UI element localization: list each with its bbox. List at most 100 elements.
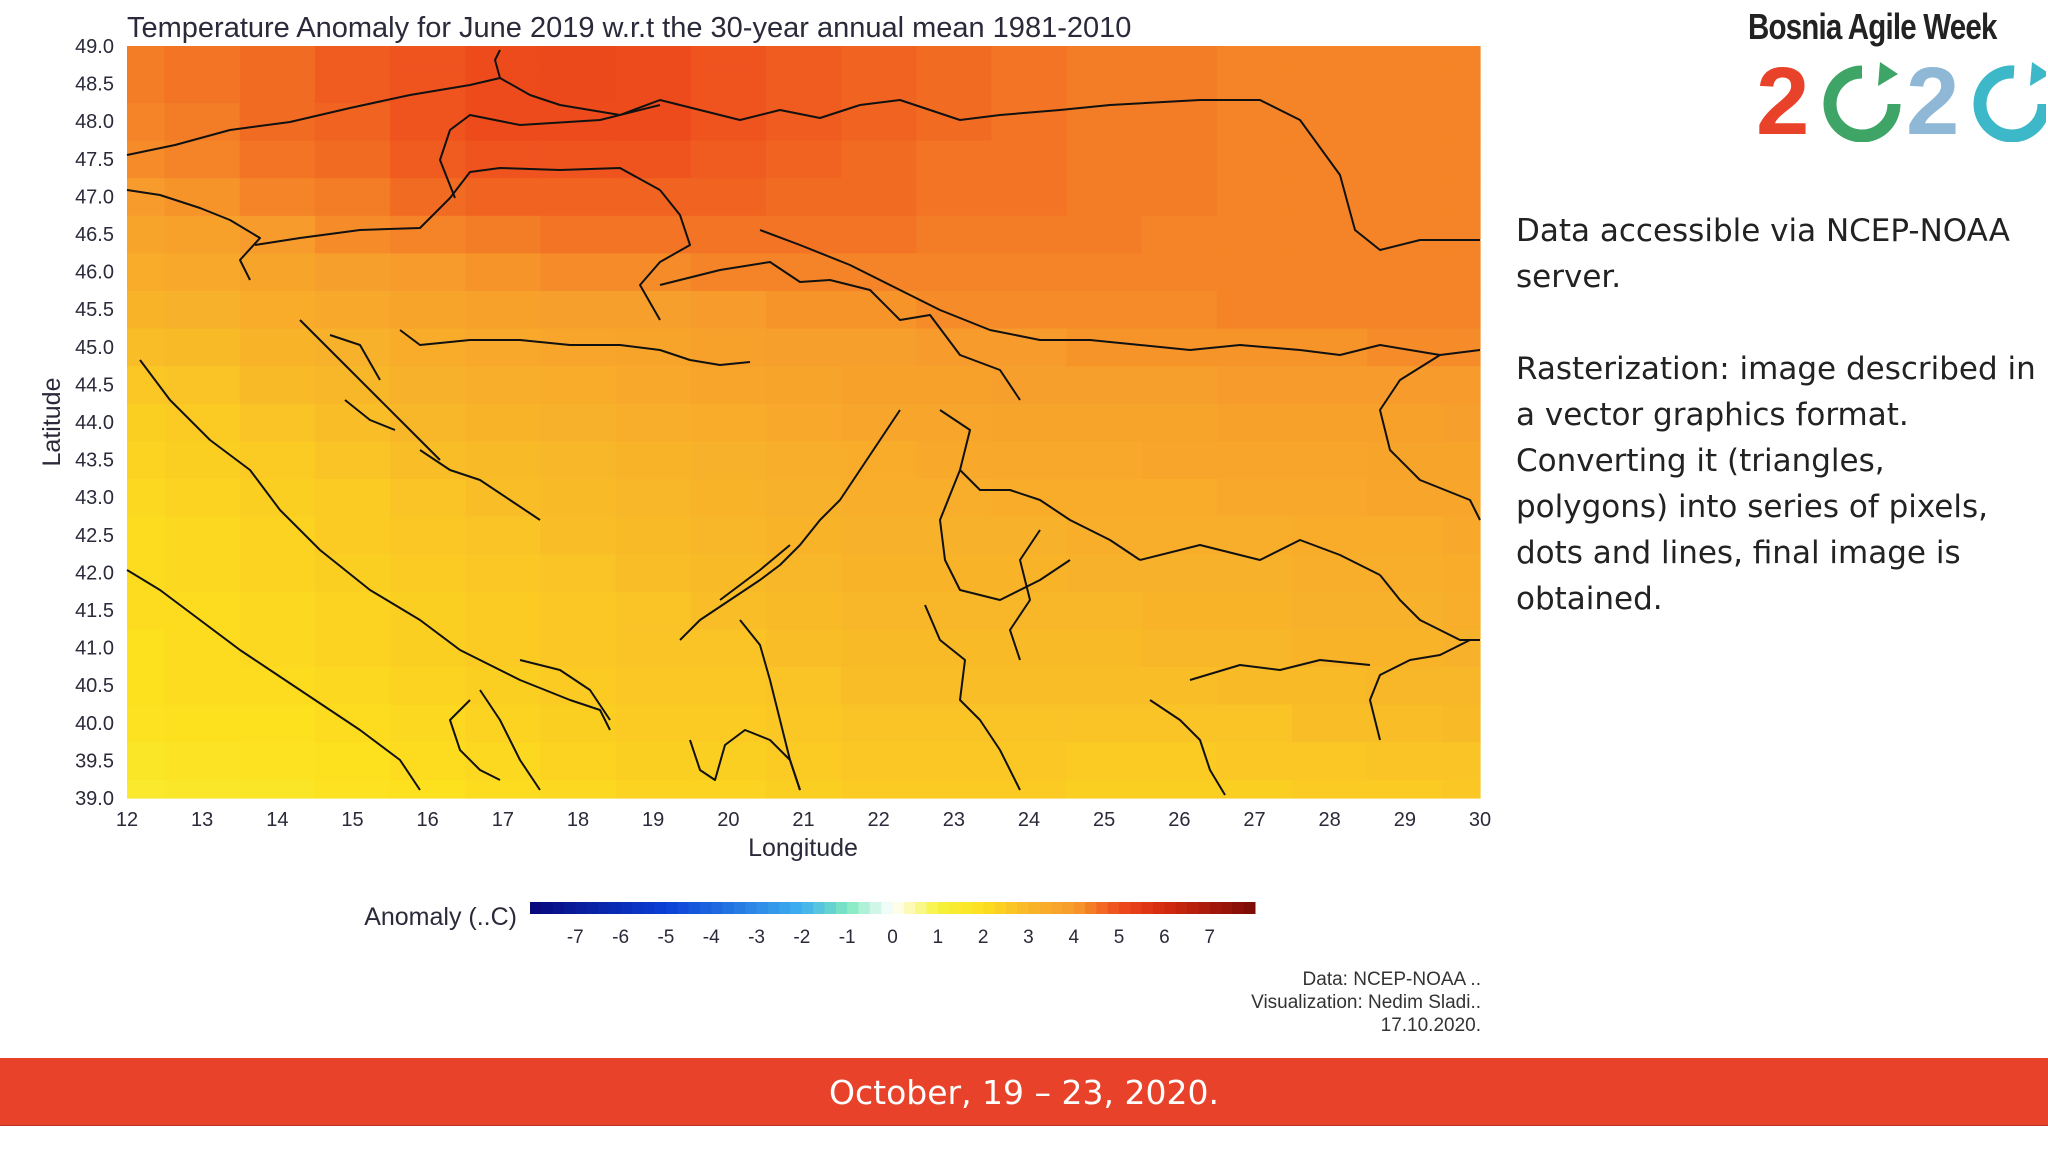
heat-cell	[1216, 252, 1293, 291]
heat-cell	[1216, 628, 1293, 667]
colorbar-tick-label: 2	[978, 927, 989, 948]
colorbar-segment	[1130, 902, 1143, 914]
colorbar-tick-label: -6	[612, 927, 629, 948]
heat-cell	[1141, 215, 1218, 254]
x-tick-label: 17	[492, 809, 514, 831]
heat-cell	[765, 403, 842, 442]
heat-cell	[239, 666, 316, 705]
footer-bar: October, 19 – 23, 2020.	[0, 1058, 2048, 1126]
heat-cell	[1216, 704, 1293, 743]
heat-cell	[690, 553, 767, 592]
heat-cell	[841, 704, 917, 743]
heat-cell	[390, 102, 466, 141]
heat-cell	[465, 177, 542, 216]
heat-cell	[841, 102, 917, 141]
heat-cell	[1066, 704, 1143, 743]
heat-cell	[239, 140, 316, 179]
colorbar-segment	[756, 902, 769, 914]
x-axis-ticks: 12 13 14 15 16 17 18 19 20 21 22 23 24 25 26 27 28 29 30	[116, 809, 1491, 831]
heat-cell	[390, 591, 466, 630]
heat-cell	[465, 46, 542, 66]
heat-cell	[465, 328, 542, 367]
heat-cell	[690, 102, 767, 141]
heat-cell	[1292, 591, 1368, 630]
colorbar-tick-label: 1	[933, 927, 944, 948]
heat-cell	[1292, 553, 1368, 592]
heat-cell	[1066, 779, 1143, 799]
y-tick-label: 42.0	[75, 562, 114, 584]
heat-cell	[916, 741, 993, 780]
colorbar-segment	[745, 902, 757, 914]
colorbar-segment	[530, 902, 542, 914]
heat-cell	[916, 102, 993, 141]
heat-cell	[1292, 666, 1368, 705]
colorbar-tick-label: 6	[1159, 927, 1170, 948]
heat-cell	[1141, 553, 1218, 592]
heat-cell	[540, 140, 617, 179]
colorbar-segment	[1221, 902, 1233, 914]
colorbar-segment	[1232, 902, 1245, 914]
x-tick-label: 23	[943, 809, 965, 831]
heat-cell	[390, 741, 466, 780]
heat-cell	[1141, 440, 1218, 479]
heat-cell	[1442, 46, 1481, 66]
heat-cell	[991, 252, 1068, 291]
heatmap-chart: Temperature Anomaly for June 2019 w.r.t …	[38, 12, 1491, 948]
heat-cell	[540, 591, 617, 630]
heat-cell	[465, 666, 542, 705]
heat-cell	[615, 478, 692, 517]
heat-cell	[690, 64, 767, 103]
heat-cell	[615, 591, 692, 630]
heat-cell	[841, 591, 917, 630]
heat-cell	[1442, 177, 1481, 216]
heat-cell	[1367, 252, 1444, 291]
y-tick-label: 44.5	[75, 374, 114, 396]
heat-cell	[1141, 516, 1218, 555]
heat-cell	[690, 403, 767, 442]
heat-cell	[690, 177, 767, 216]
heat-cell	[1367, 403, 1444, 442]
heat-cell	[1141, 704, 1218, 743]
heat-cell	[991, 666, 1068, 705]
chart-credits: Data: NCEP-NOAA .. Visualization: Nedim …	[1251, 968, 1481, 1037]
heat-cell	[1066, 628, 1143, 667]
x-tick-label: 26	[1168, 809, 1190, 831]
colorbar-tick-label: -4	[703, 927, 720, 948]
colorbar-segment	[801, 902, 814, 914]
heat-cell	[1292, 252, 1368, 291]
heat-cell	[164, 741, 241, 780]
heat-cell	[314, 516, 391, 555]
heat-cell	[841, 177, 917, 216]
heat-cell	[1216, 177, 1293, 216]
heat-cell	[1141, 628, 1218, 667]
heat-cell	[314, 64, 391, 103]
heat-cell	[1442, 140, 1481, 179]
heat-cell	[991, 516, 1068, 555]
heat-cell	[991, 140, 1068, 179]
y-tick-label: 48.0	[75, 111, 114, 133]
heat-cell	[841, 403, 917, 442]
heat-cell	[1066, 290, 1143, 329]
heat-cell	[465, 290, 542, 329]
heat-cell	[765, 177, 842, 216]
heat-cell	[1216, 478, 1293, 517]
heat-cell	[1066, 666, 1143, 705]
heat-cell	[1066, 516, 1143, 555]
heat-cell	[540, 46, 617, 66]
heat-cell	[841, 64, 917, 103]
colorbar-segment	[858, 902, 871, 914]
colorbar-segment	[699, 902, 712, 914]
heat-cell	[1367, 177, 1444, 216]
colorbar-segment	[1164, 902, 1177, 914]
heat-cell	[164, 102, 241, 141]
heat-cell	[127, 779, 166, 799]
heat-cell	[615, 516, 692, 555]
heat-cell	[390, 628, 466, 667]
colorbar-segment	[541, 902, 554, 914]
heat-cell	[1367, 290, 1444, 329]
heat-cell	[1442, 102, 1481, 141]
heat-cell	[239, 46, 316, 66]
heat-cell	[390, 140, 466, 179]
colorbar-segment	[926, 902, 939, 914]
heat-cell	[841, 140, 917, 179]
